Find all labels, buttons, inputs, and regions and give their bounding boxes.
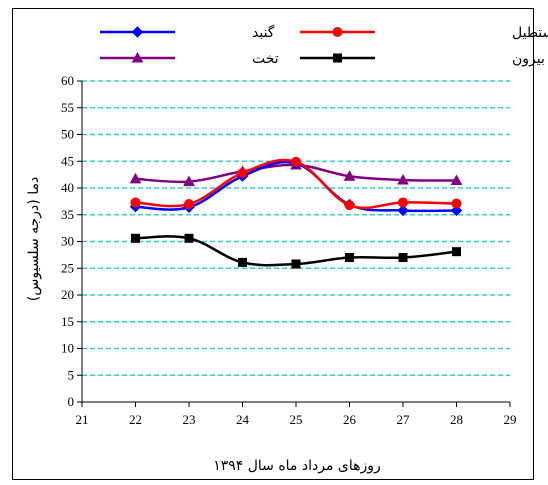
y-tick-label-55: 55 [61,100,74,115]
point-s3-x25 [291,259,301,269]
y-tick-label-25: 25 [61,260,74,275]
point-s2-x27 [397,173,409,185]
series-layer [129,156,463,269]
legend-item-2: تخت [100,51,279,67]
point-s3-x23 [184,233,194,243]
point-s1-x28 [451,198,462,209]
x-tick-label-22: 22 [129,412,142,427]
point-s1-x22 [130,197,141,208]
legend-item-0: گنبد [100,24,275,41]
point-s3-x27 [398,253,408,263]
y-tick-label-30: 30 [61,234,74,249]
legend-marker-1 [332,27,343,37]
point-s2-x22 [129,172,142,184]
point-s2-x23 [183,175,195,187]
tick-labels: 0 5 10 15 20 25 30 35 40 45 50 55 60 21 22 23 24 25 26 27 28… [61,73,517,427]
x-tick-label-24: 24 [236,412,250,427]
y-tick-label-45: 45 [61,153,74,168]
point-s3-x28 [452,247,461,257]
y-tick-label-0: 0 [68,394,75,409]
point-s3-x26 [345,253,354,263]
point-s2-x28 [450,174,463,186]
point-s3-x24 [238,257,247,267]
legend-marker-0 [131,26,144,38]
x-axis-title: روزهای مرداد ماه سال ۱۳۹۴ [213,458,381,474]
y-tick-label-50: 50 [61,127,74,142]
legend-label-0: گنبد [252,24,275,41]
y-tick-label-20: 20 [61,287,74,302]
x-tick-label-21: 21 [76,412,89,427]
x-tick-label-25: 25 [290,412,303,427]
point-s1-x26 [344,200,355,211]
y-tick-label-10: 10 [61,341,74,356]
legend-marker-3 [333,53,342,63]
y-axis-title: دما (درجه سلسیوس) [26,177,42,301]
series-1 [130,156,462,211]
legend-item-3: دمای بیرون [300,51,548,67]
y-tick-label-15: 15 [61,314,74,329]
x-tick-label-27: 27 [397,412,411,427]
y-tick-label-5: 5 [68,367,75,382]
x-tick-label-29: 29 [504,412,517,427]
point-s0-x27 [397,204,409,217]
y-tick-label-60: 60 [61,73,74,88]
legend-marker-2 [131,51,144,63]
legend-label-2: تخت [252,51,279,67]
legend-label-1: مکعب مستطیل [512,25,548,41]
chart-frame [12,8,534,480]
grid-layer [82,80,510,377]
point-s1-x23 [184,199,194,210]
series-3 [131,233,461,269]
legend-item-1: مکعب مستطیل [300,25,548,41]
legend-label-3: دمای بیرون [512,51,548,67]
legend: گنبد مکعب مستطیل تخت دمای بیرون [100,24,548,67]
point-s1-x25 [291,156,301,167]
y-tick-label-35: 35 [61,207,74,222]
x-tick-label-26: 26 [343,412,357,427]
point-s3-x22 [131,233,140,243]
x-tick-label-28: 28 [450,412,463,427]
point-s2-x26 [343,170,356,181]
axes-layer [77,80,511,407]
point-s1-x24 [237,168,248,179]
y-tick-label-40: 40 [61,180,74,195]
x-tick-label-23: 23 [183,412,196,427]
point-s1-x27 [398,197,408,208]
point-s0-x28 [450,204,463,217]
